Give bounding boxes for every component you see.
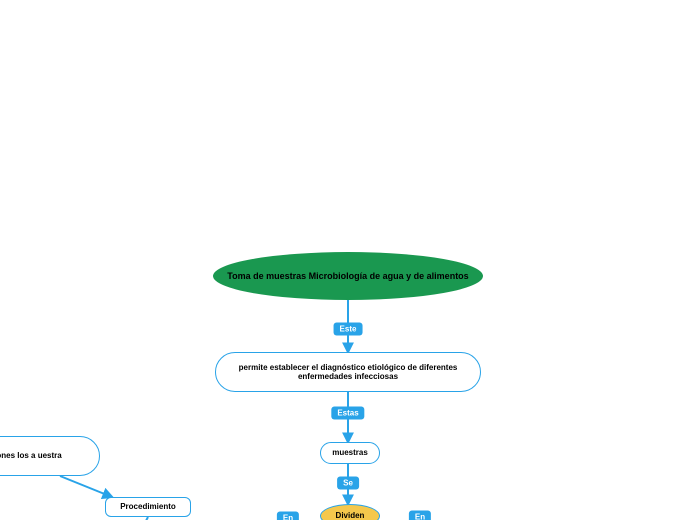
node-permite-label: permite establecer el diagnóstico etioló… (226, 363, 470, 381)
edge-label-en: En (277, 512, 299, 520)
edge-6 (60, 476, 112, 497)
node-dividen-label: Dividen (336, 511, 365, 520)
edge-label-este: Este (334, 323, 363, 336)
node-dividen: Dividen (320, 504, 380, 520)
node-title-label: Toma de muestras Microbiología de agua y… (227, 271, 468, 281)
node-procedimiento-label: Procedimiento (120, 502, 176, 511)
edge-label-en: En (409, 511, 431, 520)
node-infecciones-label: infecciones los a uestra (0, 451, 62, 460)
edge-label-estas: Estas (331, 407, 364, 420)
node-muestras: muestras (320, 442, 380, 464)
edge-label-se: Se (337, 477, 359, 490)
node-permite: permite establecer el diagnóstico etioló… (215, 352, 481, 392)
node-muestras-label: muestras (332, 448, 368, 457)
node-title: Toma de muestras Microbiología de agua y… (213, 252, 483, 300)
node-infecciones: infecciones los a uestra (0, 436, 100, 476)
node-procedimiento: Procedimiento (105, 497, 191, 517)
